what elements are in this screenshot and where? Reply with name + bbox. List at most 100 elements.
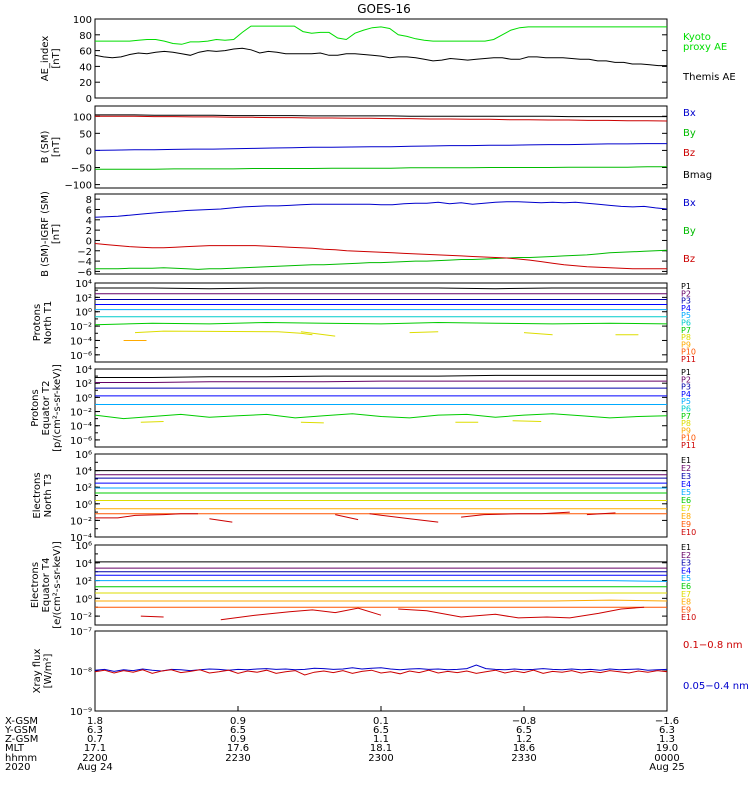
legend-entry: E6 xyxy=(681,582,691,591)
y-tick-label: 0 xyxy=(86,236,92,247)
series-line-p1 xyxy=(95,374,667,378)
legend-entry: P7 xyxy=(681,412,691,421)
series-segment-e10f xyxy=(586,512,616,516)
y-tick-label: 10² xyxy=(75,379,92,390)
y-tick-label: 10⁻² xyxy=(70,516,92,527)
x-tick-label: 6.3 xyxy=(659,725,675,736)
y-tick-label: 10² xyxy=(75,577,92,588)
y-tick-label: −2 xyxy=(77,247,92,258)
x-tick-label: 1.3 xyxy=(659,734,675,745)
y-tick-label: 10⁻⁶ xyxy=(70,436,92,447)
series-segment-e10b xyxy=(209,518,233,523)
y-tick-label: −4 xyxy=(77,257,92,268)
x-tick-label: 2300 xyxy=(368,753,393,764)
y-tick-label: 10⁻² xyxy=(70,408,92,419)
x-tick-label: 0.7 xyxy=(87,734,103,745)
y-tick-label: 10⁴ xyxy=(75,559,92,570)
legend-entry: E4 xyxy=(681,480,691,489)
y-tick-label: 10⁻⁴ xyxy=(70,422,92,433)
y-tick-label: −6 xyxy=(77,267,92,278)
y-tick-label: 10² xyxy=(75,483,92,494)
series-segment-e10d xyxy=(369,513,439,523)
x-row-label: Z-GSM xyxy=(5,734,38,745)
y-tick-label: 10⁴ xyxy=(75,467,92,478)
legend-entry: 0.05−0.4 nm xyxy=(683,681,749,692)
y-tick-label: 10⁶ xyxy=(75,450,92,461)
y-tick-label: 6 xyxy=(86,205,92,216)
legend-entry: P5 xyxy=(681,311,691,320)
chart-title: GOES-16 xyxy=(357,2,411,16)
series-segment-p7d xyxy=(512,420,542,422)
y-tick-label: 10⁰ xyxy=(75,308,92,319)
y-axis-label: [nT] xyxy=(51,48,62,68)
legend-entry: P6 xyxy=(681,405,691,414)
y-tick-label: 0 xyxy=(86,94,92,105)
panel-xray: 10⁻⁹ 10⁻⁸ 10⁻⁷ Xray flux [W/m²] 0.1−0.8 nm 0.0… xyxy=(32,627,749,718)
y-tick-label: 8 xyxy=(86,195,92,206)
panel-frame xyxy=(94,453,668,538)
y-tick-label: 60 xyxy=(79,47,92,58)
legend-entry: Bx xyxy=(683,108,696,119)
series-line-p2 xyxy=(95,380,667,383)
y-axis-label: [nT] xyxy=(51,224,62,244)
legend-entry: P11 xyxy=(681,441,696,450)
x-row-label: MLT xyxy=(5,743,25,754)
legend-entry: E3 xyxy=(681,472,691,481)
series-segment-e10b xyxy=(220,607,382,621)
panel-frame xyxy=(94,368,668,448)
y-axis-label: Xray flux xyxy=(32,649,43,694)
y-axis-label: Electrons xyxy=(30,562,41,608)
x-tick-label: 1.1 xyxy=(373,734,389,745)
legend-entry: P8 xyxy=(681,419,691,428)
x-tick-label: 19.0 xyxy=(656,743,678,754)
panel-pnt1: 10⁻⁶ 10⁻⁴ 10⁻² 10⁰ 10² 10⁴ Protons North T1 P1P2… xyxy=(32,279,696,364)
y-axis-label: Equator T4 xyxy=(41,558,52,613)
series-segment-e10c xyxy=(335,514,359,521)
series-line-bz xyxy=(95,115,668,122)
x-tick-label: 1.2 xyxy=(516,734,532,745)
x-row-label: 2020 xyxy=(5,762,30,773)
legend-entry: P1 xyxy=(681,368,691,377)
y-tick-label: 10⁴ xyxy=(75,365,92,376)
x-tick-label: 0.1 xyxy=(373,716,389,727)
y-tick-label: 10⁻⁴ xyxy=(70,336,92,347)
series-line-0-1-0-8-nm xyxy=(94,669,668,676)
x-tick-label: 6.5 xyxy=(516,725,532,736)
legend-entry: E1 xyxy=(681,543,691,552)
series-segment-p7a xyxy=(140,421,164,423)
legend-entry: Bx xyxy=(683,198,696,209)
series-line-by xyxy=(95,166,667,170)
series-line-e8 xyxy=(95,599,668,602)
x-tick-label: 0.9 xyxy=(230,716,246,727)
y-tick-label: 10⁻² xyxy=(70,322,92,333)
legend-entry: E3 xyxy=(681,559,691,568)
x-tick-label: 2200 xyxy=(82,753,107,764)
x-tick-label: Aug 24 xyxy=(77,762,112,773)
legend-entry: Bmag xyxy=(683,170,712,181)
panel-bsm: −100 −50 0 50 100 B (SM) [nT] Bx By Bz Bmag xyxy=(40,105,712,192)
legend-entry: By xyxy=(683,128,696,139)
panel-frame xyxy=(94,193,668,275)
y-axis-label: AE_index xyxy=(40,36,51,82)
legend-entry: E9 xyxy=(681,605,691,614)
y-axis-label: B (SM) xyxy=(40,130,51,163)
series-segment-p8d xyxy=(523,332,553,336)
y-tick-label: 100 xyxy=(73,15,92,26)
legend-entry: P2 xyxy=(681,289,691,298)
legend-entry: P11 xyxy=(681,355,696,364)
y-tick-label: −100 xyxy=(65,181,92,192)
x-tick-label: 17.6 xyxy=(227,743,249,754)
legend-entry: E5 xyxy=(681,488,691,497)
series-line-kyoto-proxy-ae xyxy=(95,25,667,45)
legend-entry: E5 xyxy=(681,574,691,583)
y-tick-label: 10⁻⁶ xyxy=(70,351,92,362)
y-axis-label: [e/(cm²-s-sr-keV)] xyxy=(52,541,63,629)
series-segment-p7b xyxy=(300,421,324,424)
y-tick-label: 40 xyxy=(79,62,92,73)
x-tick-label: 2330 xyxy=(511,753,536,764)
y-axis-label: [W/m²] xyxy=(43,653,54,688)
legend-entry: P10 xyxy=(681,434,696,443)
